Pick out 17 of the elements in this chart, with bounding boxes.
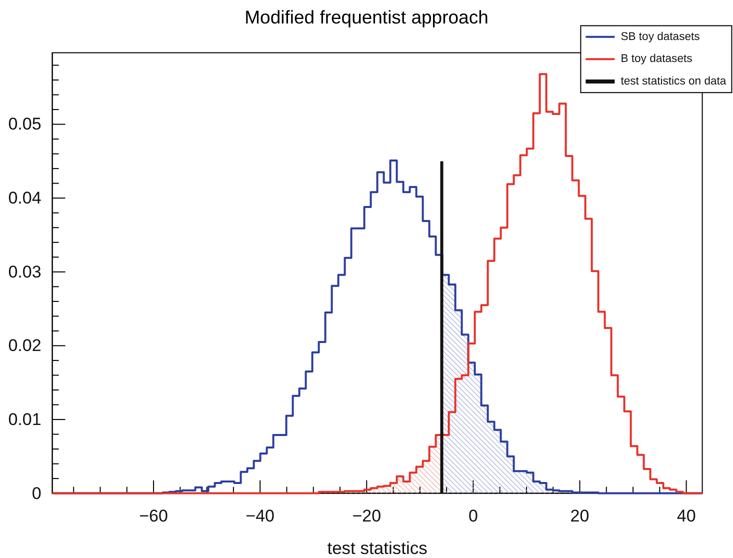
legend-label: B toy datasets (620, 53, 693, 66)
y-tick-label: 0.04 (8, 188, 42, 208)
chart-title: Modified frequentist approach (244, 6, 488, 28)
x-tick-label: 20 (570, 506, 590, 526)
x-tick-label: 0 (468, 506, 478, 526)
y-tick-label: 0.03 (8, 262, 42, 282)
y-tick-label: 0 (32, 484, 42, 503)
x-tick-label: −20 (352, 506, 382, 526)
y-tick-label: 0.02 (8, 336, 42, 356)
y-tick-label: 0.05 (8, 114, 42, 134)
x-tick-label: −60 (139, 506, 168, 526)
y-tick-label: 0.01 (8, 410, 42, 429)
x-axis-title: test statistics (327, 538, 428, 558)
x-tick-label: 40 (676, 506, 696, 526)
legend-label: SB toy datasets (620, 30, 700, 43)
x-tick-label: −40 (246, 506, 275, 526)
legend-label: test statistics on data (620, 75, 727, 88)
